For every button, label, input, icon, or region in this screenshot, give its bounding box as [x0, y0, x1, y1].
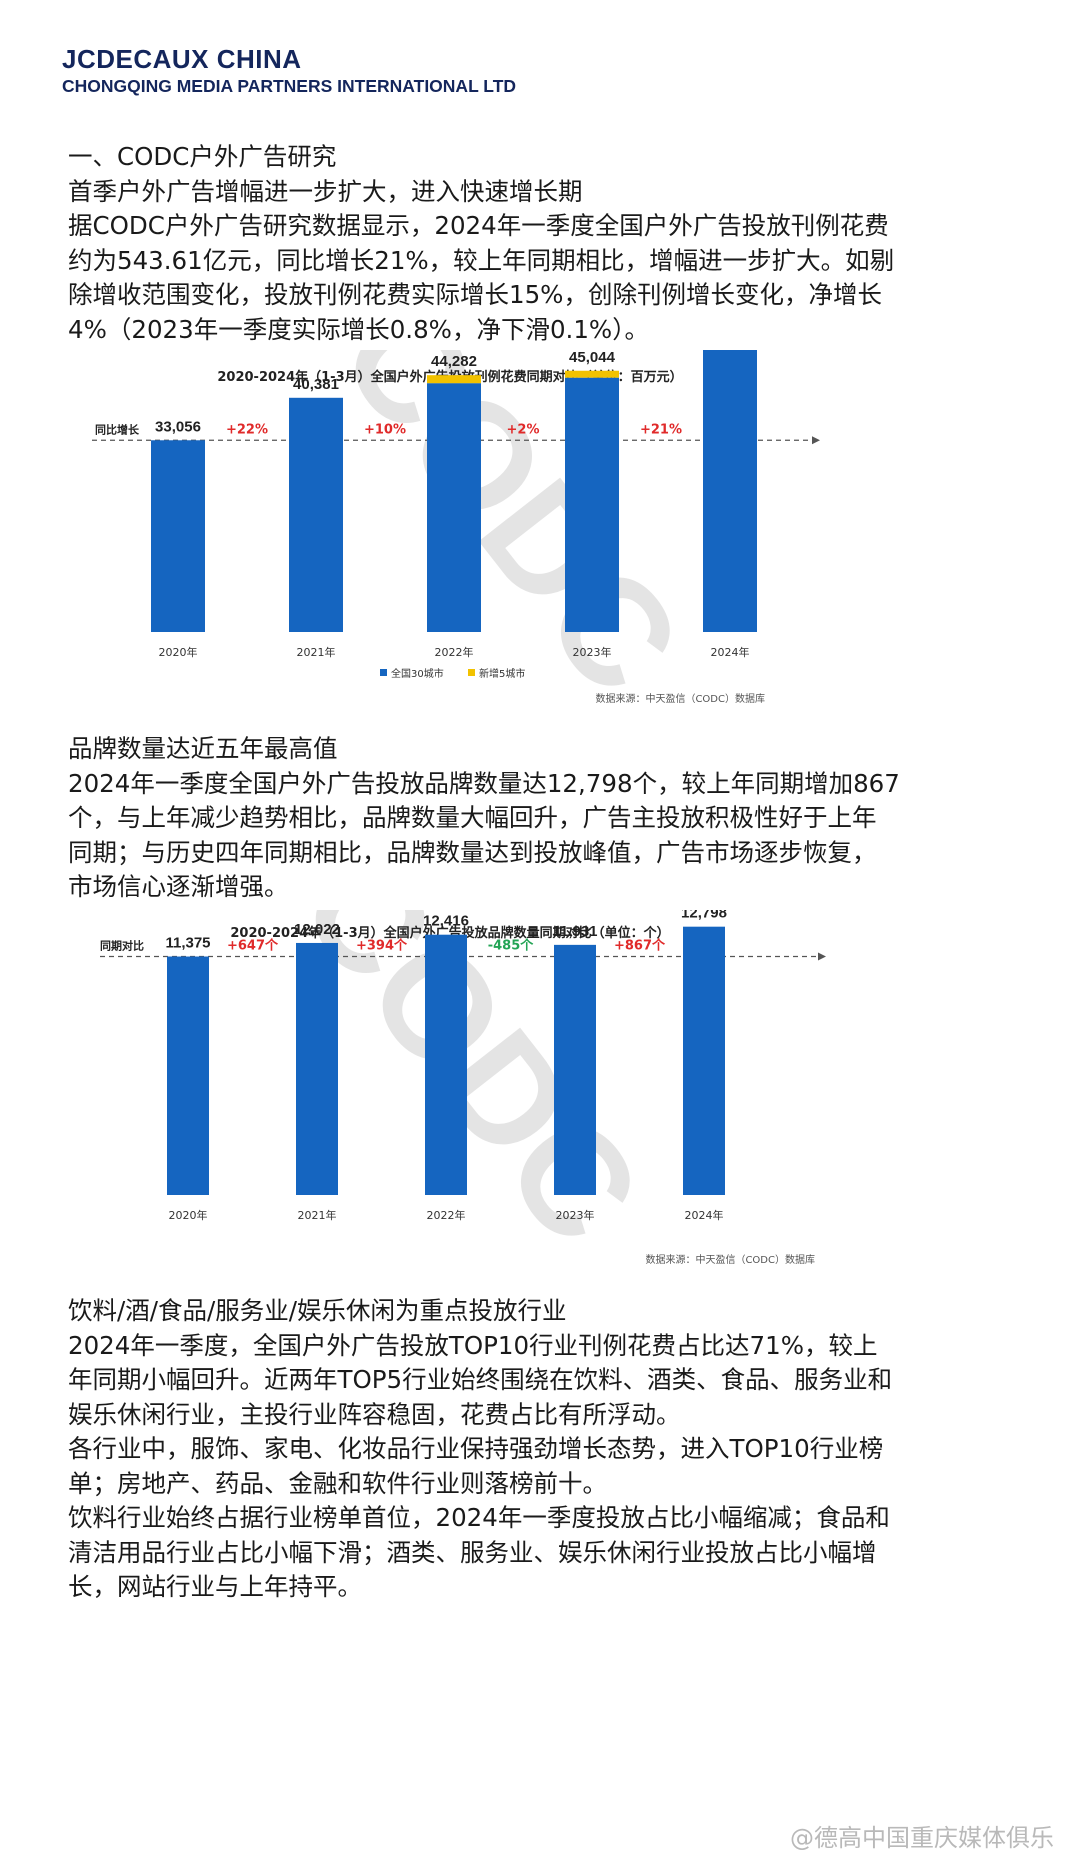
data-label: 40,381: [293, 376, 339, 393]
paragraph-line: 除增收范围变化，投放刊例花费实际增长15%，创除刊例增长变化，净增长: [68, 280, 882, 309]
growth-label: +647个: [227, 938, 279, 954]
x-tick-label: 2023年: [556, 1208, 595, 1222]
x-tick-label: 2024年: [685, 1208, 724, 1222]
x-tick-label: 2021年: [298, 1208, 337, 1222]
paragraph-line: 2024年一季度，全国户外广告投放TOP10行业刊例花费占比达71%，较上: [68, 1330, 878, 1360]
growth-label: +22%: [226, 422, 268, 437]
paragraph-line: 4%（2023年一季度实际增长0.8%，净下滑0.1%）。: [68, 314, 649, 344]
data-label: 33,056: [155, 418, 201, 435]
growth-label: +10%: [364, 422, 406, 437]
reference-arrow: [812, 436, 820, 445]
bar-5: [703, 350, 757, 632]
brand-header: JCDECAUX CHINA CHONGQING MEDIA PARTNERS …: [62, 44, 516, 98]
reference-label: 同期对比: [100, 939, 144, 953]
data-label: 12,416: [423, 913, 469, 930]
paragraph-line: 约为543.61亿元，同比增长21%，较上年同期相比，增幅进一步扩大。如剔: [68, 245, 895, 275]
paragraph-line: 单；房地产、药品、金融和软件行业则落榜前十。: [68, 1468, 607, 1498]
legend-swatch: [380, 669, 387, 676]
x-tick-label: 2024年: [711, 645, 750, 659]
paragraph-line: 据CODC户外广告研究数据显示，2024年一季度全国户外广告投放刊例花费: [68, 211, 889, 240]
paragraph-line: 年同期小幅回升。近两年TOP5行业始终围绕在饮料、酒类、食品、服务业和: [68, 1365, 893, 1394]
legend-swatch: [468, 669, 475, 676]
bar-segment-new-3: [427, 375, 481, 384]
section-codc-research: 一、CODC户外广告研究 首季户外广告增幅进一步扩大，进入快速增长期 据CODC…: [68, 140, 1018, 347]
bar-4: [565, 377, 619, 632]
bar-2: [296, 942, 338, 1195]
bar-1: [167, 956, 209, 1195]
growth-label: -485个: [488, 938, 535, 954]
source-note: 数据来源：中天盈信（CODC）数据库: [595, 692, 765, 705]
x-tick-label: 2022年: [427, 1208, 466, 1222]
growth-label: +394个: [356, 938, 408, 954]
ad-spend-chart-svg: CODC2020-2024年（1-3月）全国户外广告投放刊例花费同期对比（单位：…: [92, 350, 820, 720]
growth-label: +2%: [507, 422, 540, 437]
legend-label: 新增5城市: [479, 667, 525, 680]
data-label: 12,022: [294, 921, 340, 938]
paragraph-line: 娱乐休闲行业，主投行业阵容稳固，花费占比有所浮动。: [68, 1399, 681, 1429]
reference-arrow: [818, 952, 826, 961]
legend-label: 全国30城市: [391, 667, 444, 680]
section-brand-count: 品牌数量达近五年最高值 2024年一季度全国户外广告投放品牌数量达12,798个…: [68, 732, 1018, 905]
section-subheading: 首季户外广告增幅进一步扩大，进入快速增长期: [68, 176, 583, 206]
paragraph-line: 清洁用品行业占比小幅下滑；酒类、服务业、娱乐休闲行业投放占比小幅增: [68, 1537, 877, 1567]
watermark-caption: @德高中国重庆媒体俱乐: [790, 1824, 1054, 1852]
codc-watermark: CODC: [309, 350, 713, 720]
bar-2: [289, 397, 343, 632]
bar-5: [683, 926, 725, 1195]
x-tick-label: 2023年: [573, 645, 612, 659]
ad-spend-chart: CODC2020-2024年（1-3月）全国户外广告投放刊例花费同期对比（单位：…: [0, 350, 1080, 720]
reference-label: 同比增长: [95, 422, 140, 436]
data-label: 11,931: [552, 923, 597, 940]
bar-3: [427, 383, 481, 632]
x-tick-label: 2020年: [169, 1208, 208, 1222]
source-note: 数据来源：中天盈信（CODC）数据库: [645, 1253, 815, 1266]
bar-1: [151, 440, 205, 632]
paragraph-line: 个，与上年减少趋势相比，品牌数量大幅回升，广告主投放积极性好于上年: [68, 803, 877, 832]
bar-3: [425, 934, 467, 1195]
paragraph-line: 饮料行业始终占据行业榜单首位，2024年一季度投放占比小幅缩减；食品和: [68, 1503, 890, 1532]
paragraph-line: 长，网站行业与上年持平。: [68, 1572, 362, 1601]
data-label: 44,282: [431, 353, 477, 370]
company-name: CHONGQING MEDIA PARTNERS INTERNATIONAL L…: [62, 76, 517, 96]
x-tick-label: 2021年: [297, 645, 336, 659]
growth-label: +867个: [614, 938, 666, 954]
paragraph-line: 2024年一季度全国户外广告投放品牌数量达12,798个，较上年同期增加867: [68, 768, 900, 798]
brand-count-chart: CODC 2020-2024年（1-3月）全国户外广告投放品牌数量同期对比（单位：…: [0, 910, 1080, 1280]
data-label: 11,375: [165, 935, 210, 952]
bar-segment-new-4: [565, 370, 619, 378]
x-tick-label: 2022年: [435, 645, 474, 659]
paragraph-line: 同期；与历史四年同期相比，品牌数量达到投放峰值，广告市场逐步恢复，: [68, 837, 877, 867]
data-label: 45,044: [569, 350, 616, 366]
x-tick-label: 2020年: [159, 645, 198, 659]
section-key-industries: 饮料/酒/食品/服务业/娱乐休闲为重点投放行业 2024年一季度，全国户外广告投…: [68, 1294, 1018, 1605]
section-subheading: 品牌数量达近五年最高值: [68, 734, 338, 763]
paragraph-line: 市场信心逐渐增强。: [68, 872, 289, 901]
brand-count-chart-svg: CODC2020-2024年（1-3月）全国户外广告投放品牌数量同期对比（单位：…: [100, 910, 826, 1274]
section-subheading: 饮料/酒/食品/服务业/娱乐休闲为重点投放行业: [68, 1296, 567, 1325]
section-heading: 一、CODC户外广告研究: [68, 142, 337, 171]
bar-4: [554, 944, 596, 1195]
growth-label: +21%: [640, 422, 682, 437]
data-label: 12,798: [681, 910, 727, 922]
paragraph-line: 各行业中，服饰、家电、化妆品行业保持强劲增长态势，进入TOP10行业榜: [68, 1434, 884, 1463]
chart-title: 2020-2024年（1-3月）全国户外广告投放品牌数量同期对比（单位：个）: [230, 925, 669, 941]
brand-title: JCDECAUX CHINA: [62, 44, 302, 74]
